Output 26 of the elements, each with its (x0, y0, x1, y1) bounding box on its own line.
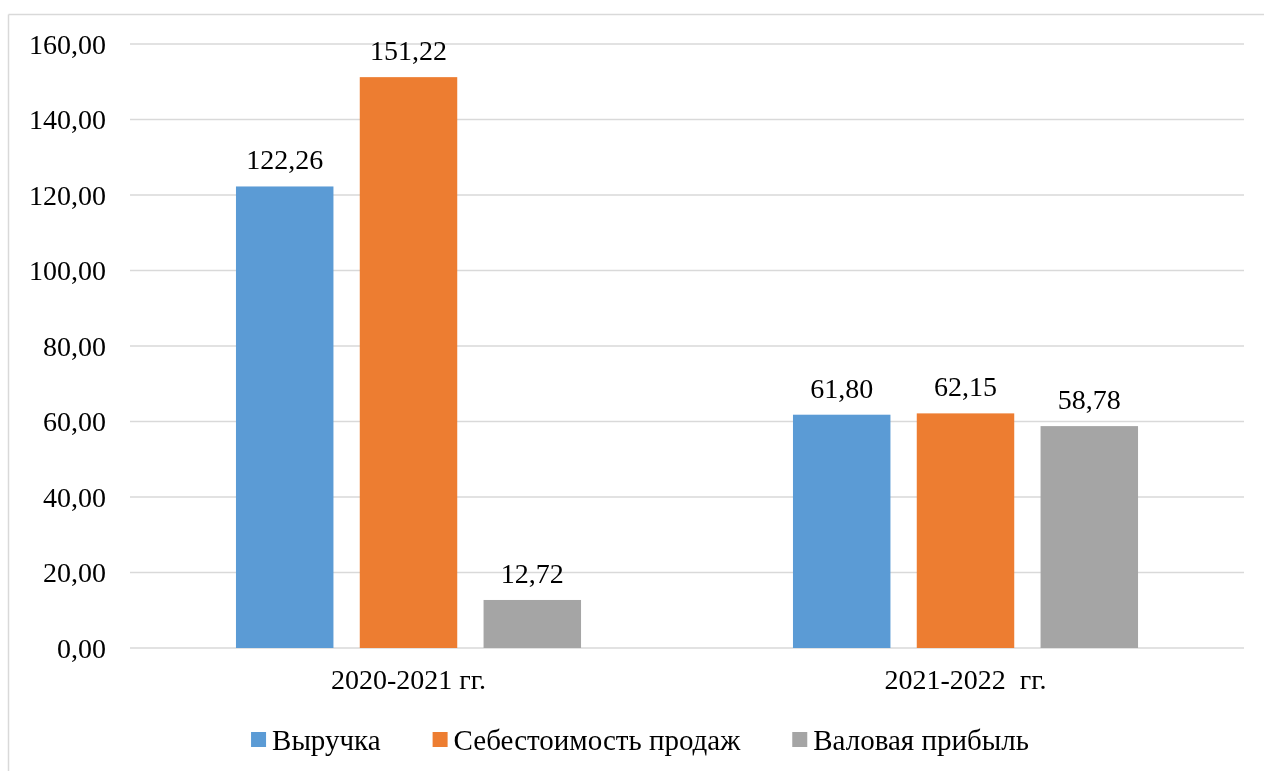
y-tick-label: 80,00 (43, 330, 106, 362)
legend-label: Выручка (272, 724, 381, 756)
bar (359, 77, 458, 648)
bar (792, 414, 891, 648)
bar (483, 599, 582, 648)
y-tick-label: 20,00 (43, 557, 106, 589)
y-tick-label: 0,00 (57, 632, 106, 664)
data-label: 122,26 (246, 144, 324, 176)
legend-label: Валовая прибыль (813, 724, 1029, 756)
data-label: 12,72 (500, 557, 564, 589)
bar (916, 413, 1015, 648)
legend-label: Себестоимость продаж (453, 724, 742, 756)
y-tick-label: 120,00 (29, 179, 106, 211)
data-label: 58,78 (1057, 384, 1121, 416)
bar (1040, 426, 1139, 648)
bar (235, 186, 334, 648)
y-tick-label: 140,00 (29, 104, 106, 136)
x-tick-label: 2021-2022 гг. (884, 664, 1047, 695)
data-label: 151,22 (370, 35, 447, 67)
y-tick-label: 160,00 (29, 28, 106, 60)
x-tick-label: 2020-2021 гг. (330, 664, 487, 695)
y-tick-label: 100,00 (29, 255, 106, 287)
y-tick-label: 60,00 (43, 406, 106, 438)
data-label: 61,80 (810, 372, 874, 404)
data-label: 62,15 (934, 371, 997, 403)
y-tick-label: 40,00 (43, 481, 106, 513)
